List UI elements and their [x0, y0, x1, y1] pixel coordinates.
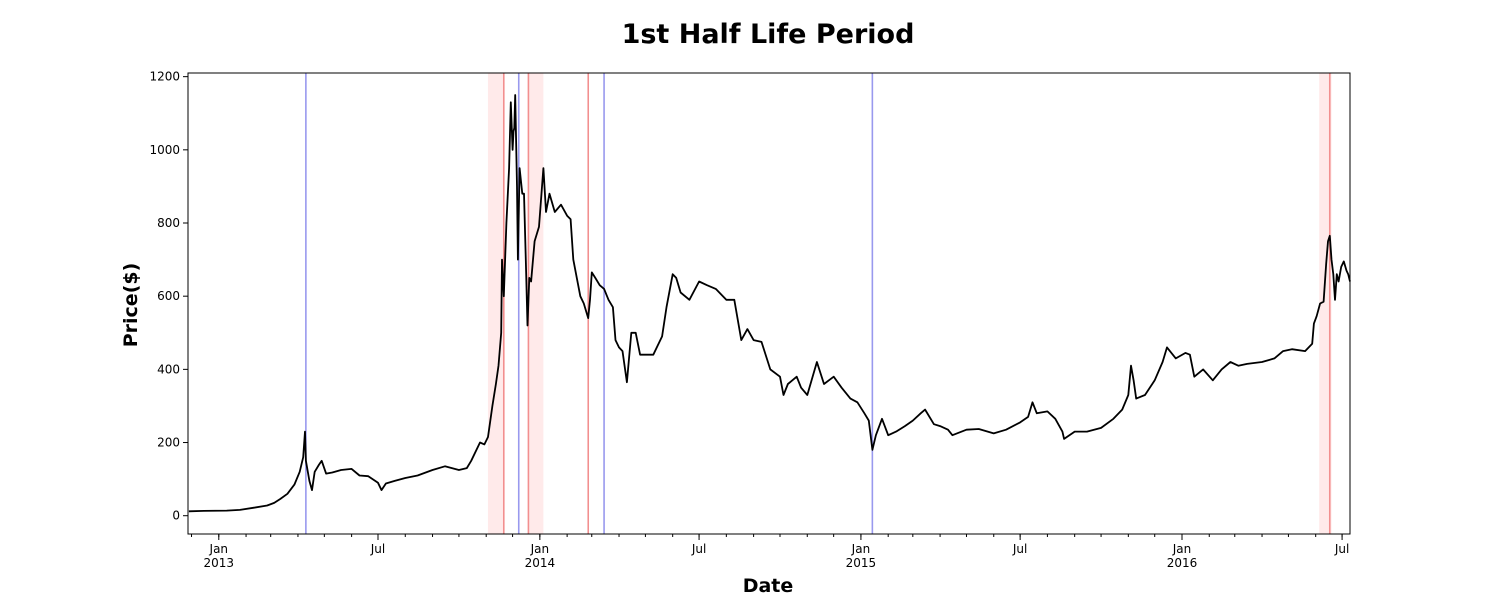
y-tick-label: 1000 — [149, 143, 180, 157]
x-tick-label: Jan — [1172, 542, 1192, 556]
x-tick-label: 2014 — [525, 556, 556, 570]
y-axis: 0 200 400 600 800 1000 1200 — [149, 70, 188, 523]
event-lines — [305, 73, 1331, 534]
shaded-regions — [487, 73, 1332, 534]
x-tick-label: 2016 — [1167, 556, 1198, 570]
x-tick-label: Jul — [691, 542, 706, 556]
x-tick-label: Jan — [530, 542, 550, 556]
x-tick-label: 2013 — [204, 556, 235, 570]
price-series-line — [188, 94, 1351, 513]
x-tick-label: Jul — [1334, 542, 1349, 556]
series-layer — [188, 94, 1351, 513]
y-tick-label: 0 — [172, 509, 180, 523]
x-tick-label: Jan — [851, 542, 871, 556]
plot-frame — [187, 72, 1351, 535]
x-tick-label: 2015 — [846, 556, 877, 570]
y-tick-label: 800 — [157, 216, 180, 230]
x-tick-label: Jul — [370, 542, 385, 556]
x-axis-label: Date — [743, 575, 794, 597]
x-tick-label: Jul — [1012, 542, 1027, 556]
chart-title: 1st Half Life Period — [622, 19, 915, 50]
y-tick-label: 400 — [157, 362, 180, 376]
y-tick-label: 200 — [157, 436, 180, 450]
y-tick-label: 1200 — [149, 70, 180, 84]
x-tick-label: Jan — [209, 542, 229, 556]
y-axis-label: Price($) — [120, 263, 142, 348]
shaded-region — [487, 73, 504, 534]
y-tick-label: 600 — [157, 289, 180, 303]
shaded-region — [528, 73, 544, 534]
shaded-region — [1319, 73, 1332, 534]
